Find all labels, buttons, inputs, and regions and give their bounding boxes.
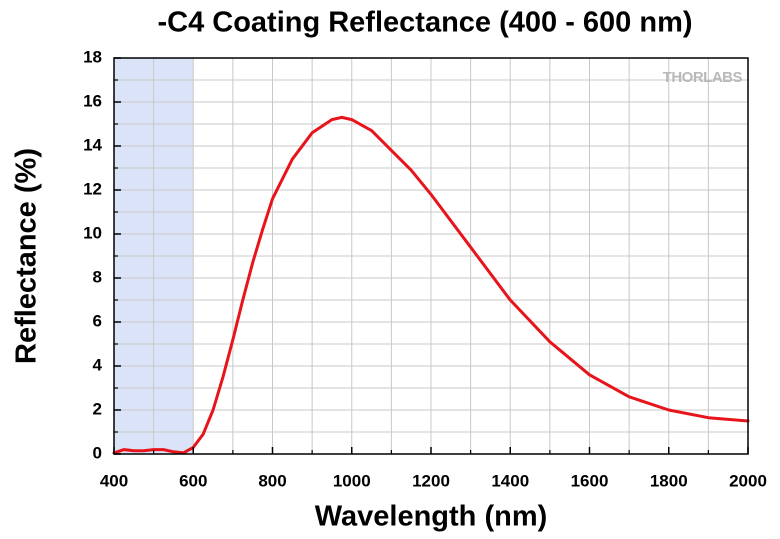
y-tick-label: 12 [83,179,102,198]
y-tick-label: 10 [83,223,102,242]
x-tick-label: 1000 [333,471,371,490]
x-tick-label: 600 [179,471,207,490]
y-tick-label: 4 [93,355,103,374]
y-tick-label: 18 [83,47,102,66]
x-axis-label: Wavelength (nm) [315,501,548,533]
y-tick-label: 8 [93,267,102,286]
y-tick-label: 0 [93,443,102,462]
x-tick-label: 1600 [571,471,609,490]
watermark: THORLABS [663,69,743,86]
x-tick-label: 800 [258,471,286,490]
x-tick-label: 1200 [412,471,450,490]
x-tick-label: 1400 [491,471,529,490]
y-axis-label: Reflectance (%) [11,148,43,364]
y-tick-label: 16 [83,91,102,110]
x-tick-label: 400 [100,471,128,490]
plot-data [112,115,750,455]
plot-frame [113,57,749,455]
axes: 400 600 800 1000 1200 1400 1600 1800 2000 0 2 4 6 8 10… [83,47,767,490]
y-tick-label: 2 [93,399,102,418]
x-tick-label: 2000 [729,471,767,490]
grid [113,57,749,455]
x-tick-label: 1800 [650,471,688,490]
chart-title: -C4 Coating Reflectance (400 - 600 nm) [157,7,692,39]
y-tick-label: 6 [93,311,102,330]
y-tick-label: 14 [83,135,102,154]
data-line [112,115,750,455]
